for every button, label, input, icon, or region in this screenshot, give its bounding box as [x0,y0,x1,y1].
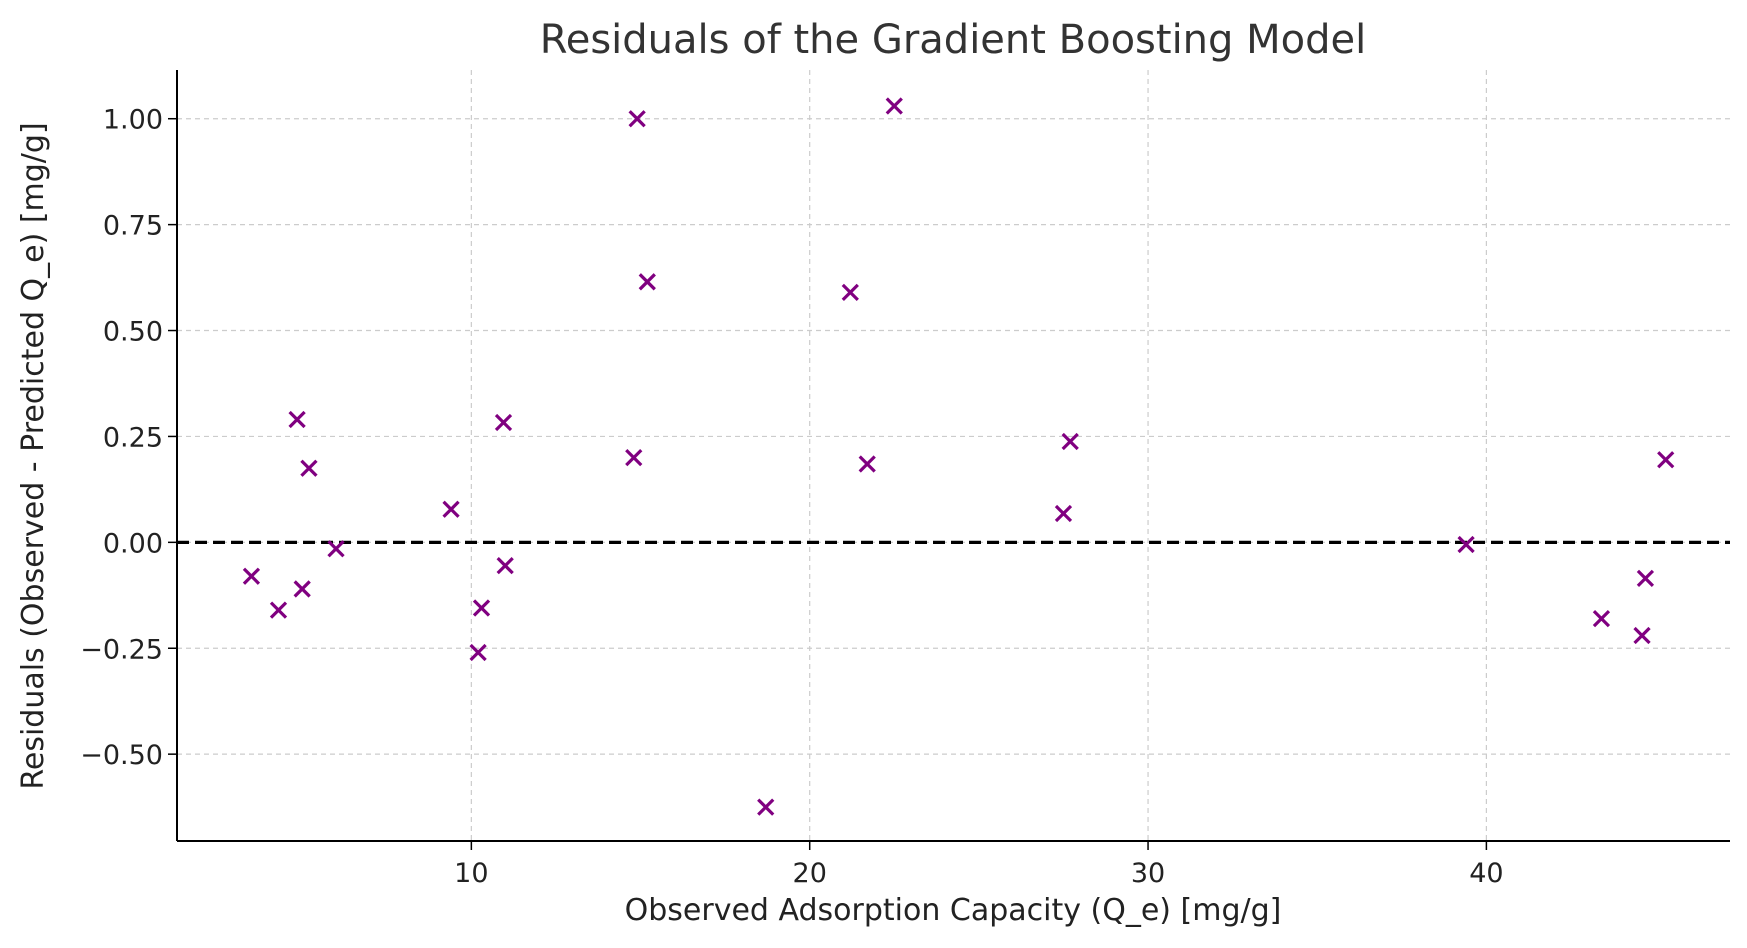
y-axis-label: Residuals (Observed - Predicted Q_e) [mg… [16,122,51,789]
data-point [300,459,318,477]
data-point [628,110,646,128]
data-point [1636,569,1655,587]
chart-title: Residuals of the Gradient Boosting Model [540,17,1367,63]
y-tick-label: 0.00 [103,528,163,559]
data-point [269,601,288,619]
y-axis-ticks: −0.50 −0.25 0.00 0.25 0.50 0.75 1.00 [80,105,177,771]
data-point [757,798,775,816]
y-tick-label: −0.25 [80,634,163,665]
data-point [472,599,491,617]
data-point [1633,626,1651,645]
y-tick-label: 0.50 [103,317,163,348]
x-tick-label: 30 [1131,858,1165,889]
data-point [327,540,345,558]
data-point [1657,451,1675,469]
data-point [442,500,460,518]
x-tick-label: 20 [793,858,827,889]
y-tick-label: −0.50 [80,740,163,771]
y-tick-label: 0.25 [103,422,163,453]
data-point [494,413,513,432]
data-point [841,283,859,302]
data-point [242,567,261,585]
data-point [293,580,311,598]
data-point [858,455,876,473]
data-point [1592,609,1611,628]
x-axis-ticks: 10 20 30 40 [454,841,1504,889]
x-tick-label: 10 [454,858,488,889]
data-point [469,643,487,662]
data-point [1061,432,1079,451]
y-tick-label: 0.75 [103,211,163,242]
x-tick-label: 40 [1469,858,1503,889]
data-points [242,97,1675,816]
y-tick-label: 1.00 [103,105,163,136]
x-axis-label: Observed Adsorption Capacity (Q_e) [mg/g… [625,893,1282,928]
data-point [638,273,656,291]
data-point [496,557,514,575]
data-point [288,410,306,429]
data-point [885,97,903,115]
data-point [1457,535,1475,554]
data-point [1054,504,1073,523]
data-point [625,448,643,467]
